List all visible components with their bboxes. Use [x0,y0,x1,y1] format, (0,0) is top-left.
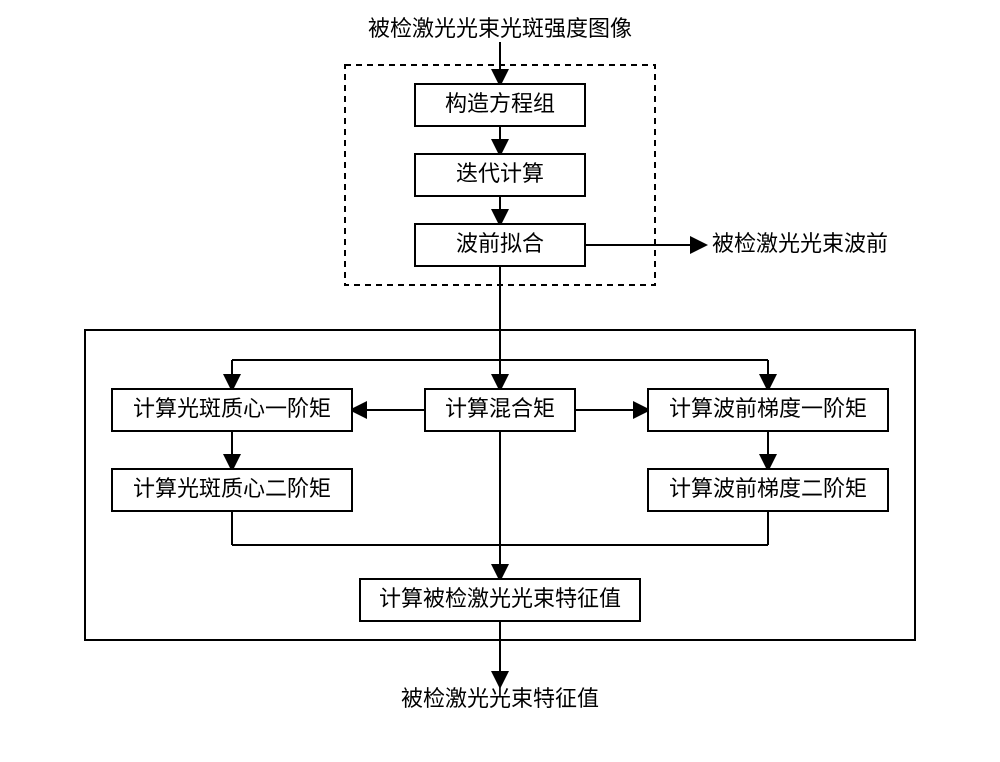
node-wavefront_out: 被检激光光束波前 [712,231,888,256]
node-centroid2: 计算光斑质心二阶矩 [112,469,352,511]
node-mixed: 计算混合矩 [425,389,575,431]
node-label-wavefront_out: 被检激光光束波前 [712,231,888,256]
node-grad1: 计算波前梯度一阶矩 [648,389,888,431]
node-fit: 波前拟合 [415,224,585,266]
node-label-iterate: 迭代计算 [456,161,544,186]
node-label-grad2: 计算波前梯度二阶矩 [669,476,867,501]
node-label-centroid1: 计算光斑质心一阶矩 [133,396,331,421]
node-centroid1: 计算光斑质心一阶矩 [112,389,352,431]
node-construct: 构造方程组 [415,84,585,126]
node-label-construct: 构造方程组 [445,91,555,116]
node-eigen: 计算被检激光光束特征值 [360,579,640,621]
node-label-fit: 波前拟合 [456,231,544,256]
node-label-input: 被检激光光束光斑强度图像 [368,16,632,41]
node-output: 被检激光光束特征值 [401,686,599,711]
flowchart-canvas: 被检激光光束光斑强度图像构造方程组迭代计算波前拟合 被检激光光束波前计算光斑质心一… [0,0,1000,762]
node-input: 被检激光光束光斑强度图像 [368,16,632,41]
node-grad2: 计算波前梯度二阶矩 [648,469,888,511]
node-label-output: 被检激光光束特征值 [401,686,599,711]
node-label-mixed: 计算混合矩 [445,396,555,421]
node-iterate: 迭代计算 [415,154,585,196]
node-label-centroid2: 计算光斑质心二阶矩 [133,476,331,501]
node-label-grad1: 计算波前梯度一阶矩 [669,396,867,421]
node-label-eigen: 计算被检激光光束特征值 [379,586,621,611]
